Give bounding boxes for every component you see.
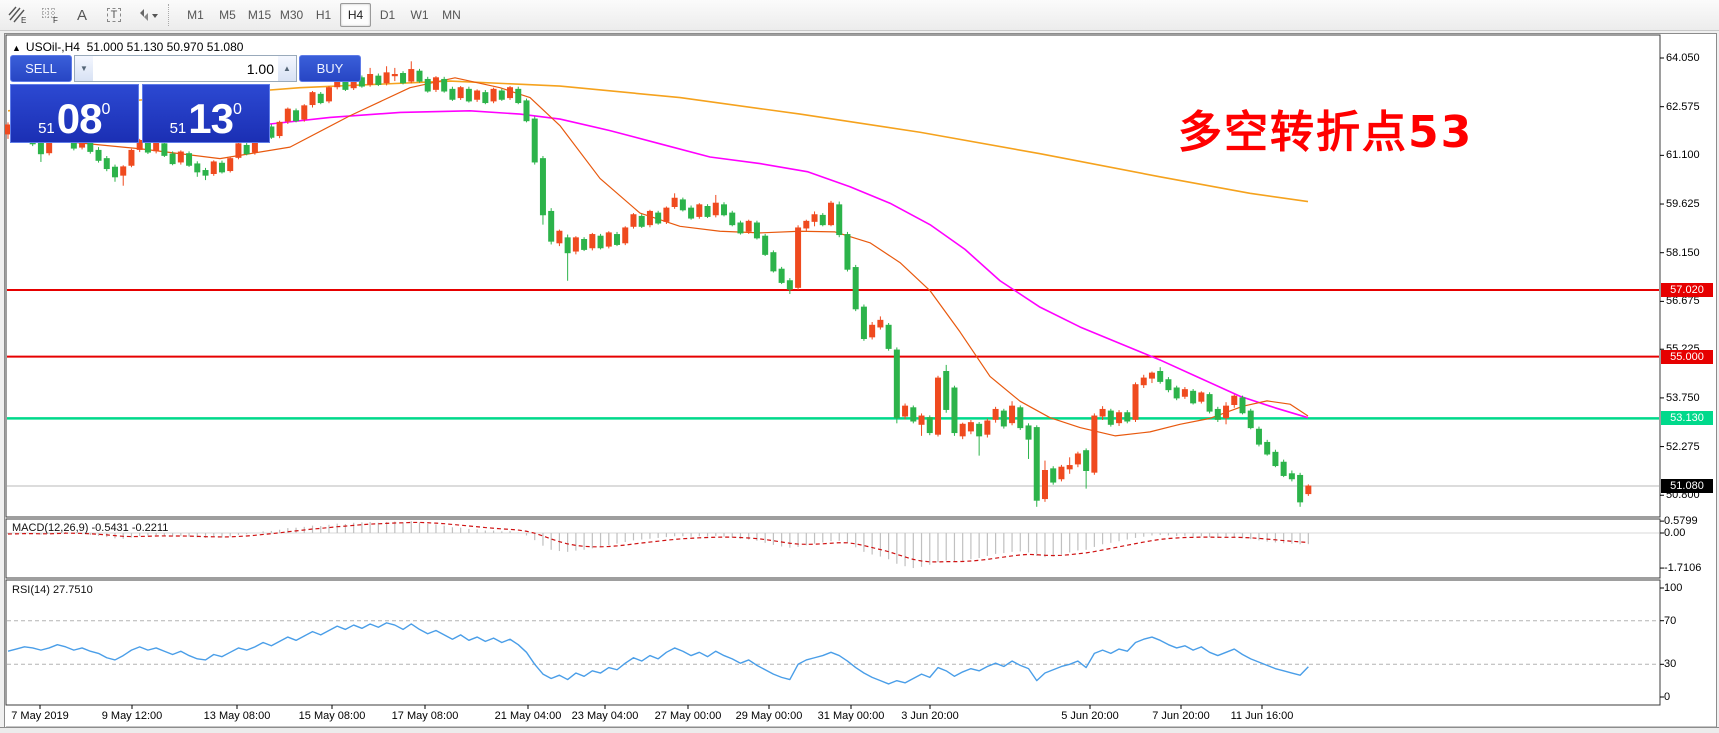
macd-tick-0.5799: 0.5799 <box>1664 515 1698 528</box>
timeframe-d1[interactable]: D1 <box>379 8 396 22</box>
price-tick-56.675: 56.675 <box>1666 295 1700 308</box>
chart-annotation-text: 多空转折点53 <box>1178 107 1474 158</box>
macd-label: MACD(12,26,9) -0.5431 -0.2211 <box>12 522 169 534</box>
time-label: 27 May 00:00 <box>654 710 722 722</box>
timeframe-h1[interactable]: H1 <box>315 8 332 22</box>
rsi-label: RSI(14) 27.7510 <box>12 584 93 596</box>
time-label: 3 Jun 20:00 <box>901 710 959 722</box>
buy-quote-panel[interactable]: 51 13 0 <box>141 84 270 143</box>
macd-tick-0.00: 0.00 <box>1664 527 1686 539</box>
one-click-trading-panel: SELL ▼ ▲ BUY 51 08 0 51 13 0 <box>10 55 361 145</box>
price-tick-53.750: 53.750 <box>1666 391 1700 404</box>
collapse-panel-icon[interactable]: ▲ <box>12 43 21 53</box>
time-label: 11 Jun 16:00 <box>1230 710 1294 722</box>
buy-price-big: 13 <box>188 95 234 142</box>
price-tick-59.625: 59.625 <box>1666 198 1700 211</box>
price-tick-61.100: 61.100 <box>1666 149 1700 162</box>
price-tick-64.050: 64.050 <box>1666 52 1700 64</box>
rsi-tick-0: 0 <box>1664 691 1671 703</box>
time-label: 7 Jun 20:00 <box>1152 710 1210 722</box>
time-label: 9 May 12:00 <box>101 710 163 722</box>
window-bottom-edge <box>0 727 1719 733</box>
text-box-icon[interactable]: T <box>100 3 128 27</box>
price-tick-62.575: 62.575 <box>1666 100 1700 113</box>
time-label: 23 May 04:00 <box>571 710 639 722</box>
time-label: 31 May 00:00 <box>817 710 885 722</box>
volume-input[interactable] <box>93 56 278 81</box>
level-label-55.000: 55.000 <box>1661 349 1713 364</box>
price-tick-58.150: 58.150 <box>1666 246 1700 259</box>
sell-price-small: 51 <box>38 120 55 137</box>
timeframe-m15[interactable]: M15 <box>247 8 272 22</box>
timeframe-m1[interactable]: M1 <box>187 8 204 22</box>
timeframe-mn[interactable]: MN <box>442 8 461 22</box>
ohlc-values: 51.000 51.130 50.970 51.080 <box>86 40 244 54</box>
time-label: 15 May 08:00 <box>298 710 366 722</box>
sell-quote-panel[interactable]: 51 08 0 <box>10 84 139 143</box>
toolbar-separator <box>168 4 173 26</box>
equidistant-channel-icon[interactable]: E <box>4 3 32 27</box>
buy-price-small: 51 <box>169 120 187 137</box>
volume-up-icon[interactable]: ▲ <box>278 56 296 81</box>
toolbar: E F A T M1 M5 M15 M30 H1 <box>0 0 1719 31</box>
volume-down-icon[interactable]: ▼ <box>75 56 93 81</box>
fibo-grid-icon[interactable]: F <box>36 3 64 27</box>
timeframe-m5[interactable]: M5 <box>219 8 236 22</box>
arrow-objects-icon[interactable] <box>134 3 162 27</box>
current-price-label: 51.080 <box>1661 479 1713 493</box>
rsi-tick-70: 70 <box>1664 614 1677 627</box>
macd-values: -0.5431 -0.2211 <box>91 522 169 534</box>
buy-button[interactable]: BUY <box>299 55 361 82</box>
svg-text:E: E <box>21 16 26 24</box>
time-label: 5 Jun 20:00 <box>1061 710 1119 722</box>
rsi-tick-30: 30 <box>1664 658 1677 671</box>
time-label: 17 May 08:00 <box>391 710 459 722</box>
svg-text:F: F <box>53 16 58 24</box>
level-label-53.130: 53.130 <box>1661 411 1713 426</box>
level-label-57.020: 57.020 <box>1661 282 1713 297</box>
time-label: 21 May 04:00 <box>494 710 562 722</box>
time-label: 13 May 08:00 <box>203 710 271 722</box>
timeframe-h4[interactable]: H4 <box>340 3 371 27</box>
timeframe-w1[interactable]: W1 <box>410 8 429 22</box>
text-label-icon[interactable]: A <box>76 6 87 24</box>
sell-price-sup: 0 <box>101 101 111 118</box>
price-tick-52.275: 52.275 <box>1666 440 1700 453</box>
macd-tick--1.7106: -1.7106 <box>1664 562 1702 575</box>
timeframe-m30[interactable]: M30 <box>279 8 304 22</box>
rsi-value: 27.7510 <box>52 584 93 596</box>
rsi-tick-100: 100 <box>1664 582 1683 594</box>
sell-price-big: 08 <box>56 95 103 142</box>
volume-stepper: ▼ ▲ <box>74 55 297 82</box>
time-label: 7 May 2019 <box>11 710 69 722</box>
time-label: 29 May 00:00 <box>735 710 803 722</box>
sell-button[interactable]: SELL <box>10 55 72 82</box>
symbol-ohlc-header: ▲ USOil-,H4 51.000 51.130 50.970 51.080 <box>12 40 243 54</box>
buy-price-sup: 0 <box>233 101 242 118</box>
symbol-label: USOil-,H4 <box>25 40 80 54</box>
